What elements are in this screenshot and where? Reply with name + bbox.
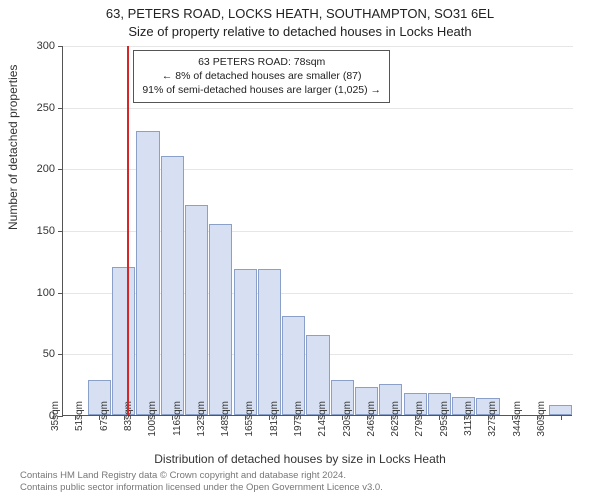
xtick-label: 214sqm [317, 401, 328, 441]
title-line-2: Size of property relative to detached ho… [0, 24, 600, 39]
xtick-label: 262sqm [390, 401, 401, 441]
xtick-label: 197sqm [293, 401, 304, 441]
xtick-label: 100sqm [147, 401, 158, 441]
annotation-line-3: 91% of semi-detached houses are larger (… [142, 83, 381, 97]
footer-line-2: Contains public sector information licen… [20, 482, 383, 493]
footer-line-1: Contains HM Land Registry data © Crown c… [20, 470, 346, 481]
bar [161, 156, 184, 415]
xtick-label: 246sqm [366, 401, 377, 441]
ytick [58, 231, 63, 232]
xtick-label: 311sqm [463, 401, 474, 441]
ytick-label: 100 [23, 287, 55, 299]
xtick-label: 279sqm [414, 401, 425, 441]
bar [112, 267, 135, 415]
bar [185, 205, 208, 415]
annotation-box: 63 PETERS ROAD: 78sqm← 8% of detached ho… [133, 50, 390, 103]
x-axis-label: Distribution of detached houses by size … [0, 452, 600, 466]
marker-line [127, 46, 129, 415]
footer-text: Contains HM Land Registry data © Crown c… [20, 470, 383, 495]
gridline [63, 46, 573, 47]
bar [258, 269, 281, 415]
annotation-line-2: ← 8% of detached houses are smaller (87) [142, 69, 381, 83]
xtick-label: 67sqm [99, 401, 110, 441]
ytick-label: 50 [23, 348, 55, 360]
xtick [561, 415, 562, 420]
ytick-label: 250 [23, 102, 55, 114]
title-line-1: 63, PETERS ROAD, LOCKS HEATH, SOUTHAMPTO… [0, 6, 600, 21]
xtick-label: 35sqm [50, 401, 61, 441]
bar [234, 269, 257, 415]
xtick-label: 132sqm [196, 401, 207, 441]
xtick-label: 344sqm [512, 401, 523, 441]
chart-area: 05010015020025030035sqm51sqm67sqm83sqm10… [62, 46, 572, 416]
xtick-label: 230sqm [342, 401, 353, 441]
xtick-label: 116sqm [172, 401, 183, 441]
ytick-label: 200 [23, 163, 55, 175]
ytick [58, 169, 63, 170]
ytick [58, 354, 63, 355]
ytick [58, 46, 63, 47]
xtick-label: 51sqm [74, 401, 85, 441]
xtick-label: 181sqm [269, 401, 280, 441]
ytick-label: 150 [23, 225, 55, 237]
bar [549, 405, 572, 415]
xtick-label: 360sqm [536, 401, 547, 441]
page-root: 63, PETERS ROAD, LOCKS HEATH, SOUTHAMPTO… [0, 0, 600, 500]
bar [136, 131, 159, 415]
xtick-label: 148sqm [220, 401, 231, 441]
ytick-label: 300 [23, 40, 55, 52]
xtick-label: 327sqm [487, 401, 498, 441]
ytick [58, 108, 63, 109]
xtick-label: 165sqm [244, 401, 255, 441]
y-axis-label: Number of detached properties [6, 65, 20, 230]
xtick-label: 295sqm [439, 401, 450, 441]
gridline [63, 108, 573, 109]
annotation-line-1: 63 PETERS ROAD: 78sqm [142, 55, 381, 69]
bar [209, 224, 232, 415]
ytick [58, 293, 63, 294]
